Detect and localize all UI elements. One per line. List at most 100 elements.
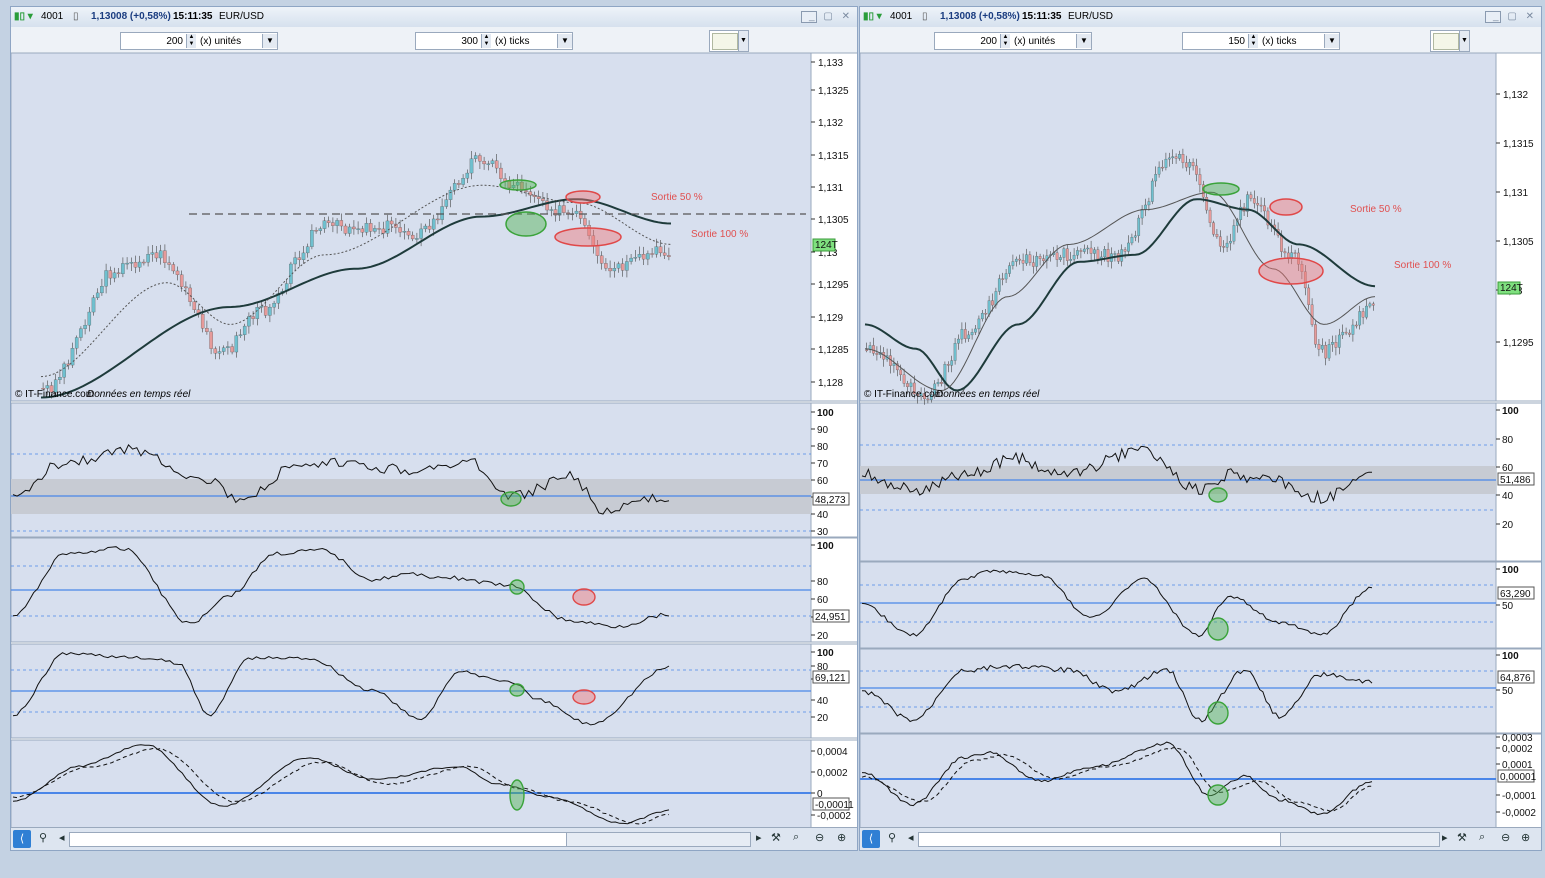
scroll-thumb[interactable] [566,832,751,847]
bear-candle [179,274,184,287]
chevron-down-icon[interactable]: ▼ [1459,31,1469,51]
indicator-tick-label: 0,0002 [1502,744,1533,755]
stepper-arrows-icon[interactable]: ▲ ▼ [1248,34,1258,48]
price-tick-label: 1,131 [1503,188,1528,199]
units-stepper[interactable]: 200 ▲ ▼ (x) unités ▼ [934,32,1092,50]
stepper-arrows-icon[interactable]: ▲ ▼ [1000,34,1010,48]
bull-candle [305,246,310,254]
bear-candle [66,363,71,366]
bear-candle [1354,324,1358,327]
realtime-label: Données en temps réel [87,389,191,400]
indicator-value: 51,486 [1500,475,1531,486]
zoom-out-icon[interactable]: ⊖ [815,832,825,844]
units-value[interactable]: 200 [166,35,183,47]
bull-candle [967,334,971,339]
keyboard-icon[interactable] [1485,11,1501,23]
settings-wrench-icon[interactable]: ⚒ [771,832,781,844]
window-controls[interactable]: _ ▢ ✕ [809,11,853,22]
bear-candle [1283,251,1287,254]
bear-candle [1205,197,1209,211]
ticks-stepper[interactable]: 150 ▲ ▼ (x) ticks ▼ [1182,32,1340,50]
bull-candle [112,272,117,279]
scroll-right-icon[interactable]: ▸ [756,832,762,844]
bear-candle [1096,249,1100,260]
bull-candle [1178,154,1181,159]
zoom-fit-icon[interactable]: ⌕ [1479,831,1486,843]
pane-4 [11,739,812,829]
bull-candle [87,311,92,326]
chevron-down-icon[interactable]: ▼ [1324,34,1339,48]
bear-candle [184,286,188,289]
bear-candle [1031,262,1035,267]
bear-candle [984,312,988,315]
exit-marker [1269,198,1303,216]
bull-candle [549,209,554,211]
stepper-arrows-icon[interactable]: ▲ ▼ [481,34,491,48]
info-icon[interactable]: ▯ [73,11,79,22]
ticks-value[interactable]: 150 [1228,35,1245,47]
bull-candle [1150,180,1154,202]
chart-type-selector[interactable]: ▼ [709,30,749,52]
bull-candle [121,263,125,274]
bear-candle [188,287,192,302]
scroll-left-icon[interactable]: ◂ [908,832,914,844]
bull-candle [1093,249,1096,254]
chevron-down-icon[interactable]: ▼ [1076,34,1091,48]
bull-candle [100,286,104,294]
bear-candle [1042,258,1045,261]
bull-candle [1113,253,1117,255]
indicator-line [12,444,670,515]
scroll-thumb[interactable] [1280,832,1440,847]
price-tick-label: 1,1315 [1503,139,1534,150]
time-label: 15:11:35 [1022,11,1062,22]
indicator-tick-label: 20 [817,713,829,724]
settings-wrench-icon[interactable]: ⚒ [1457,832,1467,844]
indicator-tick-label: 20 [817,631,829,642]
candles-icon[interactable]: ▮▯ ▾ [14,11,33,22]
zoom-in-icon[interactable]: ⊕ [1521,832,1531,844]
chevron-down-icon[interactable]: ▼ [262,34,277,48]
zoom-out-icon[interactable]: ⊖ [1501,832,1511,844]
indicator-line [861,569,1373,638]
window-controls[interactable]: _ ▢ ✕ [1493,11,1537,22]
scroll-right-icon[interactable]: ▸ [1442,832,1448,844]
ticks-value[interactable]: 300 [461,35,478,47]
bear-candle [1018,258,1022,261]
chevron-down-icon[interactable]: ▼ [557,34,572,48]
bear-candle [209,331,213,349]
keyboard-icon[interactable] [801,11,817,23]
cursor-tool-icon[interactable]: ⚲ [39,832,48,844]
zoom-fit-icon[interactable]: ⌕ [793,831,800,843]
chevron-down-icon[interactable]: ▼ [738,31,748,51]
last-price-tag [1497,281,1521,295]
bear-candle [1065,248,1069,261]
bear-candle [192,301,197,310]
indicator-tick-label: 40 [817,510,829,521]
indicator-tick-label: 80 [817,442,829,453]
scroll-left-icon[interactable]: ◂ [59,832,65,844]
stepper-arrows-icon[interactable]: ▲ ▼ [186,34,196,48]
ticks-stepper[interactable]: 300 ▲ ▼ (x) ticks ▼ [415,32,573,50]
exit-50-label: Sortie 50 % [651,192,703,203]
pane-3 [860,648,1497,734]
bull-candle [616,263,621,269]
candles-icon[interactable]: ▮▯ ▾ [863,11,882,22]
bull-candle [415,238,419,240]
bull-candle [557,205,562,216]
bear-candle [339,220,344,227]
bear-candle [940,382,943,384]
bear-candle [1280,235,1283,252]
exit-100-label: Sortie 100 % [691,229,748,240]
share-icon[interactable]: ⟨ [13,830,31,848]
entry-marker [509,579,525,595]
cursor-tool-icon[interactable]: ⚲ [888,832,897,844]
exit-marker [572,689,596,705]
units-stepper[interactable]: 200 ▲ ▼ (x) unités ▼ [120,32,278,50]
zoom-in-icon[interactable]: ⊕ [837,832,847,844]
units-value[interactable]: 200 [980,35,997,47]
bull-candle [402,231,407,233]
share-icon[interactable]: ⟨ [862,830,880,848]
chart-type-selector[interactable]: ▼ [1430,30,1470,52]
bear-candle [604,263,608,269]
info-icon[interactable]: ▯ [922,11,928,22]
